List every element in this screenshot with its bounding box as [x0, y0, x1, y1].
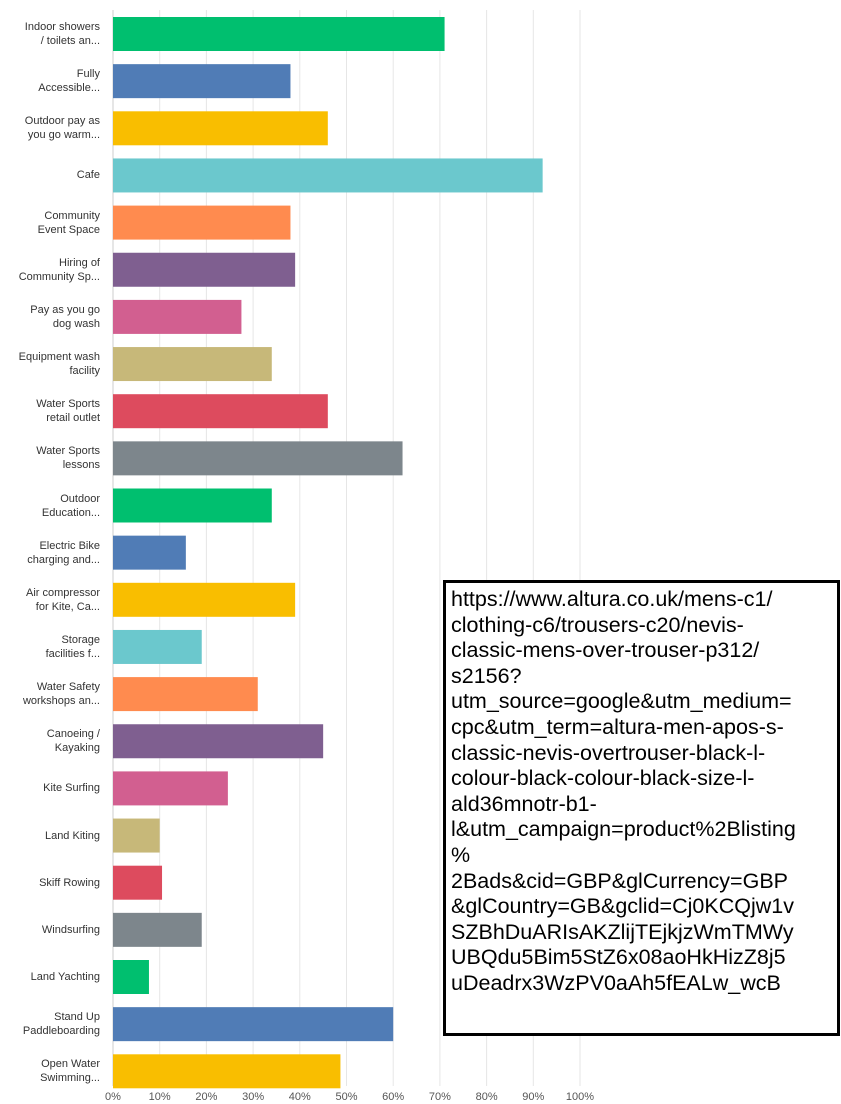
- x-tick-label: 40%: [288, 1091, 311, 1103]
- category-label: Open Water Swimming...: [40, 1058, 100, 1085]
- bar: [113, 1007, 394, 1042]
- category-label: Community Event Space: [37, 209, 100, 236]
- bar: [113, 629, 202, 664]
- x-tick-label: 30%: [242, 1091, 265, 1103]
- category-label: Water Sports retail outlet: [36, 398, 100, 425]
- category-label: Outdoor Education...: [41, 492, 100, 519]
- category-label: Windsurfing: [41, 923, 100, 936]
- x-tick-label: 10%: [148, 1091, 171, 1103]
- x-tick-label: 90%: [522, 1091, 545, 1103]
- url-annotation: https://www.altura.co.uk/mens-c1/ clothi…: [443, 580, 840, 1036]
- x-tick-label: 100%: [565, 1091, 595, 1103]
- bar: [113, 394, 328, 429]
- category-label: Stand Up Paddleboarding: [22, 1011, 100, 1038]
- bar: [113, 299, 242, 334]
- bar: [113, 488, 272, 523]
- category-label: Pay as you go dog wash: [30, 303, 100, 330]
- category-label: Equipment wash facility: [18, 351, 100, 378]
- category-label: Skiff Rowing: [39, 876, 100, 889]
- bar: [113, 441, 403, 476]
- category-label: Kite Surfing: [43, 782, 100, 795]
- category-label: Indoor showers / toilets an...: [24, 21, 100, 47]
- category-label: Fully Accessible...: [38, 68, 100, 95]
- bar: [113, 111, 328, 146]
- category-label: Canoeing / Kayaking: [46, 728, 100, 755]
- category-label: Land Yachting: [30, 971, 100, 983]
- bar: [113, 64, 291, 99]
- category-label: Water Safety workshops an...: [22, 681, 100, 708]
- bar: [113, 677, 258, 712]
- category-label: Air compressor for Kite, Ca...: [26, 586, 100, 613]
- bar: [113, 1054, 341, 1089]
- category-label: Electric Bike charging and...: [27, 539, 100, 566]
- category-label: Water Sports lessons: [36, 445, 100, 472]
- bar: [113, 17, 445, 51]
- bar: [113, 205, 291, 240]
- category-label: Hiring of Community Sp...: [18, 256, 100, 283]
- bar: [113, 347, 272, 382]
- bar: [113, 158, 543, 193]
- bar: [113, 252, 296, 287]
- bar: [113, 771, 228, 806]
- bar: [113, 582, 296, 617]
- x-tick-label: 70%: [428, 1091, 451, 1103]
- x-tick-label: 80%: [475, 1091, 498, 1103]
- bar: [113, 818, 160, 853]
- category-label: Outdoor pay as you go warm...: [24, 115, 100, 142]
- bar: [113, 960, 149, 994]
- category-label: Storage facilities f...: [45, 633, 100, 660]
- bar: [113, 535, 186, 570]
- x-tick-label: 0%: [105, 1091, 121, 1103]
- bar: [113, 865, 163, 900]
- bar: [113, 724, 324, 759]
- category-label: Land Kiting: [44, 829, 100, 842]
- x-tick-label: 60%: [382, 1091, 405, 1103]
- category-label: Cafe: [76, 169, 100, 182]
- x-tick-label: 20%: [195, 1091, 218, 1103]
- bar: [113, 912, 202, 947]
- x-tick-label: 50%: [335, 1091, 358, 1103]
